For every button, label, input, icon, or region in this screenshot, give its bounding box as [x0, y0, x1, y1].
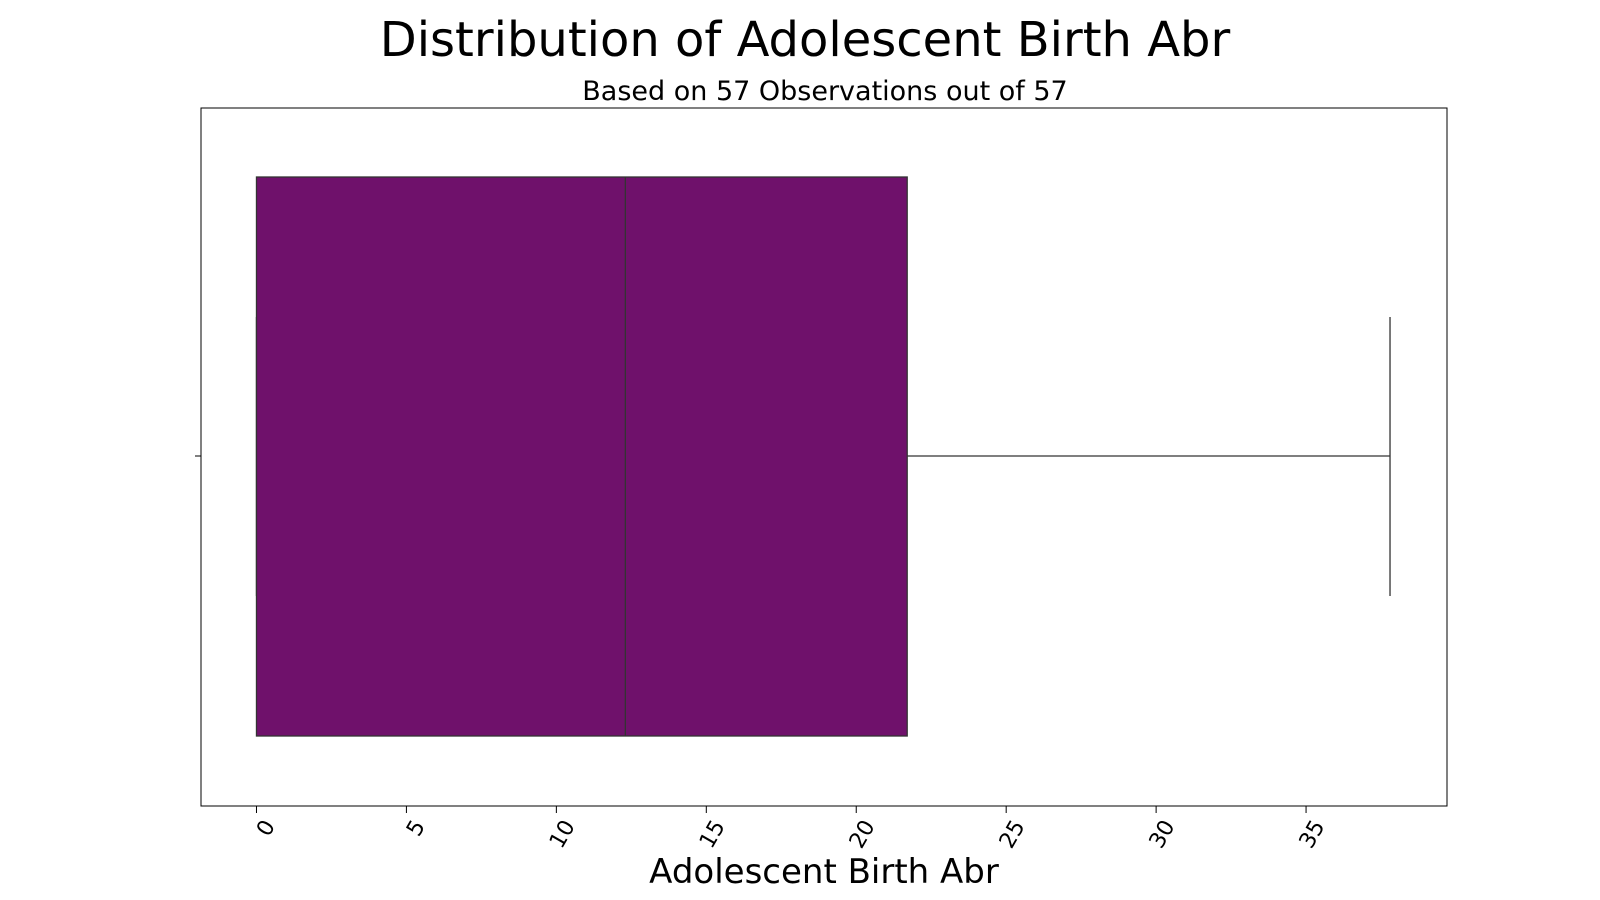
- x-axis-ticks: 0 5 10 15 20 25 30 35: [252, 806, 1330, 853]
- x-tick-label: 0: [252, 816, 281, 841]
- x-tick-label: 5: [402, 816, 431, 841]
- x-tick-label: 30: [1145, 816, 1181, 853]
- x-tick-label: 35: [1295, 816, 1331, 853]
- chart-title: Distribution of Adolescent Birth Abr: [380, 12, 1231, 68]
- plot-area-frame: [200, 107, 1448, 807]
- x-axis-label: Adolescent Birth Abr: [649, 852, 999, 892]
- x-tick-label: 25: [995, 816, 1031, 853]
- x-tick-label: 20: [845, 816, 881, 853]
- chart-subtitle: Based on 57 Observations out of 57: [582, 76, 1067, 107]
- interquartile-box: [255, 176, 908, 737]
- box-marks: [255, 176, 1391, 737]
- x-tick-label: 10: [545, 816, 581, 853]
- x-tick-label: 15: [695, 816, 731, 853]
